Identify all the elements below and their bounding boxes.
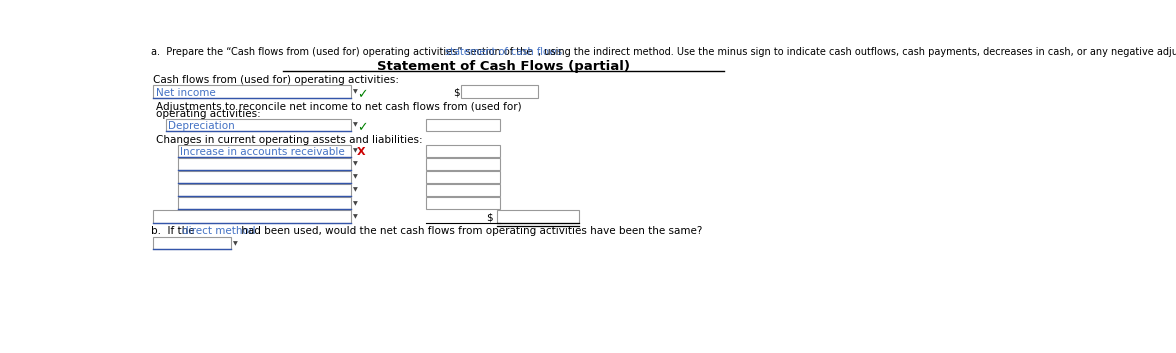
Text: ▼: ▼ bbox=[353, 162, 358, 167]
Text: ✓: ✓ bbox=[358, 121, 368, 134]
Text: Depreciation: Depreciation bbox=[168, 121, 235, 131]
Text: , using the indirect method. Use the minus sign to indicate cash outflows, cash : , using the indirect method. Use the min… bbox=[539, 47, 1176, 57]
Text: ▼: ▼ bbox=[233, 241, 238, 246]
FancyBboxPatch shape bbox=[178, 197, 350, 209]
FancyBboxPatch shape bbox=[426, 171, 500, 183]
FancyBboxPatch shape bbox=[178, 158, 350, 170]
Text: ▼: ▼ bbox=[353, 122, 358, 127]
Text: ▼: ▼ bbox=[353, 148, 358, 154]
Text: Statement of Cash Flows (partial): Statement of Cash Flows (partial) bbox=[377, 60, 630, 73]
Text: ▼: ▼ bbox=[353, 89, 358, 94]
Text: operating activities:: operating activities: bbox=[155, 109, 260, 119]
FancyBboxPatch shape bbox=[178, 145, 350, 157]
FancyBboxPatch shape bbox=[178, 171, 350, 183]
Text: ▼: ▼ bbox=[353, 201, 358, 206]
FancyBboxPatch shape bbox=[426, 184, 500, 196]
Text: statement of cash flows: statement of cash flows bbox=[446, 47, 562, 57]
Text: Cash flows from (used for) operating activities:: Cash flows from (used for) operating act… bbox=[153, 75, 399, 85]
FancyBboxPatch shape bbox=[426, 197, 500, 209]
FancyBboxPatch shape bbox=[153, 85, 350, 98]
Text: direct method: direct method bbox=[182, 226, 255, 235]
Text: ✓: ✓ bbox=[358, 88, 368, 101]
FancyBboxPatch shape bbox=[426, 119, 500, 131]
FancyBboxPatch shape bbox=[461, 85, 539, 98]
FancyBboxPatch shape bbox=[166, 119, 350, 131]
Text: ▼: ▼ bbox=[353, 214, 358, 219]
Text: X: X bbox=[358, 147, 366, 157]
Text: ▼: ▼ bbox=[353, 188, 358, 193]
Text: had been used, would the net cash flows from operating activities have been the : had been used, would the net cash flows … bbox=[238, 226, 702, 235]
Text: a.  Prepare the “Cash flows from (used for) operating activities” section of the: a. Prepare the “Cash flows from (used fo… bbox=[151, 47, 535, 57]
FancyBboxPatch shape bbox=[178, 184, 350, 196]
FancyBboxPatch shape bbox=[426, 158, 500, 170]
Text: Increase in accounts receivable: Increase in accounts receivable bbox=[180, 147, 345, 157]
FancyBboxPatch shape bbox=[497, 210, 579, 222]
FancyBboxPatch shape bbox=[153, 210, 350, 222]
Text: $: $ bbox=[453, 88, 460, 98]
Text: b.  If the: b. If the bbox=[151, 226, 198, 235]
FancyBboxPatch shape bbox=[153, 237, 230, 250]
Text: Net income: Net income bbox=[155, 88, 215, 98]
FancyBboxPatch shape bbox=[426, 145, 500, 157]
Text: $: $ bbox=[487, 213, 493, 222]
Text: Adjustments to reconcile net income to net cash flows from (used for): Adjustments to reconcile net income to n… bbox=[155, 102, 521, 112]
Text: Changes in current operating assets and liabilities:: Changes in current operating assets and … bbox=[155, 135, 422, 145]
Text: ▼: ▼ bbox=[353, 175, 358, 180]
